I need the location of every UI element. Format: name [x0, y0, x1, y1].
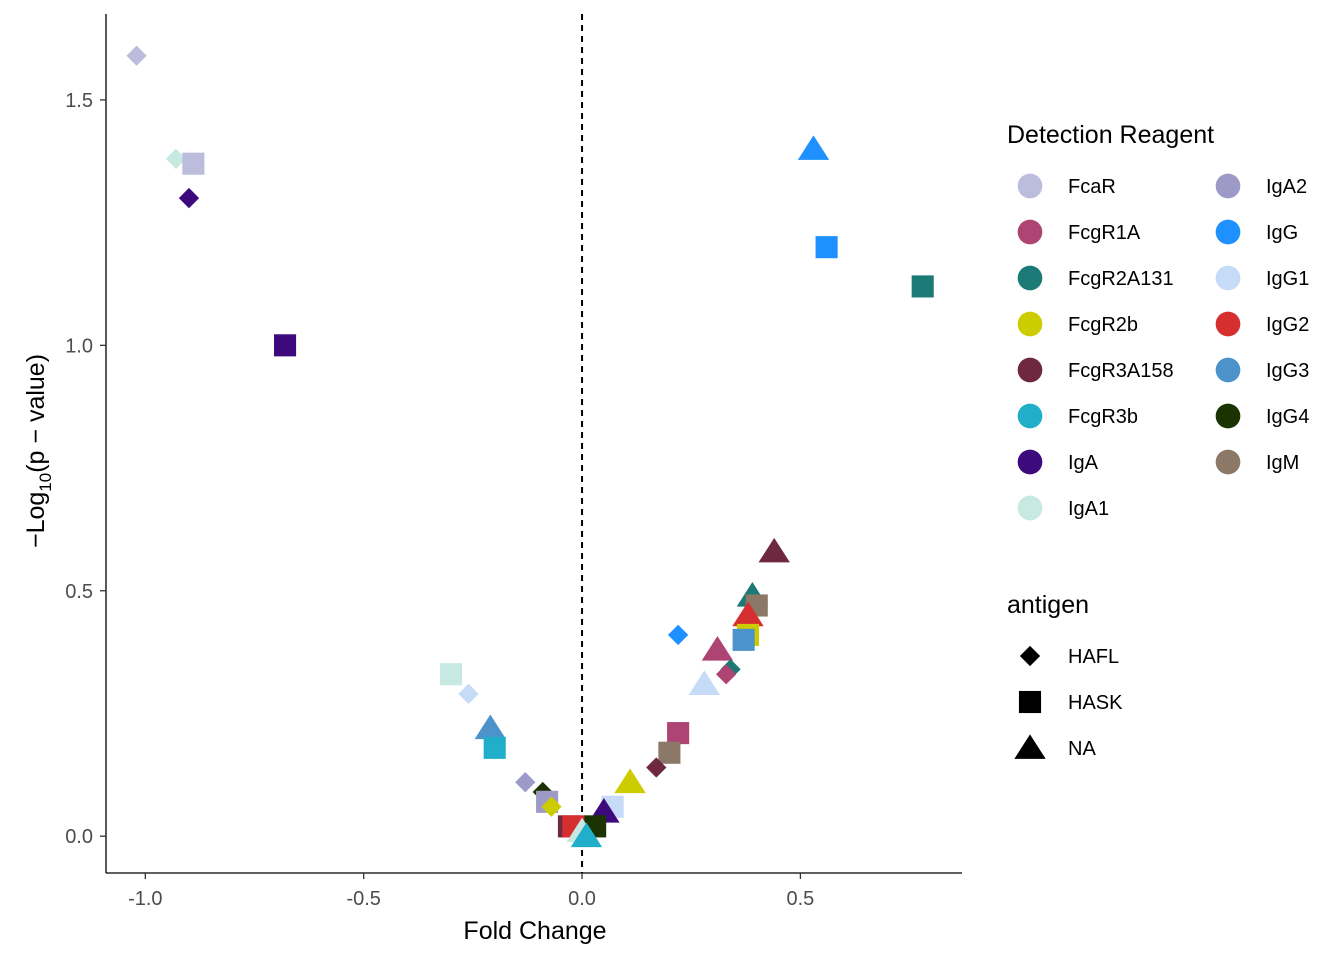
legend-key — [1017, 357, 1043, 383]
axes: -1.0 -0.5 0.0 0.5 0.00.51.01.5 Fold Change … — [22, 14, 962, 945]
legend-color-label: FcgR1A — [1068, 222, 1141, 244]
y-axis-title-rest: (p − value) — [22, 354, 50, 473]
legend-color-label: IgG1 — [1266, 268, 1309, 290]
data-point — [126, 45, 147, 66]
data-point — [646, 757, 667, 778]
legend-key — [1017, 311, 1043, 337]
data-point — [911, 275, 934, 298]
data-point — [658, 741, 681, 764]
data-point — [716, 664, 737, 685]
data-point — [758, 537, 790, 563]
y-ticks: 0.0 0.5 1.0 1.5 — [65, 90, 106, 848]
legend-key — [1017, 449, 1043, 475]
legend-color-label: FcgR2b — [1068, 314, 1138, 336]
legend-color-label: IgG3 — [1266, 360, 1309, 382]
legend-color-items: FcaR FcgR1A FcgR2A131 FcgR2b FcgR3A158 FcgR3b… — [1017, 173, 1309, 521]
legend-color-label: IgG2 — [1266, 314, 1309, 336]
data-point — [732, 628, 755, 651]
legend-detection-reagent: Detection Reagent FcaR FcgR1A FcgR2A131 Fcg… — [1007, 121, 1309, 521]
data-point — [797, 135, 830, 160]
legend-color-title: Detection Reagent — [1007, 121, 1214, 149]
legend-shape-items: HAFL HASK NA — [1014, 645, 1123, 760]
legend-key — [1215, 173, 1241, 199]
legend-shape-label: NA — [1068, 738, 1096, 760]
legend-color-label: FcgR2A131 — [1068, 268, 1174, 290]
legend-shape-title: antigen — [1007, 591, 1089, 619]
x-tick-label: -0.5 — [346, 888, 380, 910]
legend-shape-label: HAFL — [1068, 646, 1119, 668]
legend-color-label: IgM — [1266, 452, 1299, 474]
legend-color-label: IgA2 — [1266, 176, 1307, 198]
x-ticks: -1.0 -0.5 0.0 0.5 — [128, 873, 814, 910]
y-tick-label: 0.0 — [65, 826, 93, 848]
legend-color-label: IgG — [1266, 222, 1298, 244]
legend-color-label: IgA — [1068, 452, 1099, 474]
legend-key — [1017, 403, 1043, 429]
data-point — [570, 822, 603, 848]
x-tick-label: -1.0 — [128, 888, 162, 910]
data-point — [274, 334, 297, 357]
legend-key — [1017, 265, 1043, 291]
data-point — [815, 236, 838, 259]
data-point — [178, 187, 200, 209]
y-tick-label: 0.5 — [65, 581, 93, 603]
legend-shape-key — [1014, 734, 1046, 759]
legend-key — [1215, 265, 1241, 291]
data-point — [165, 148, 187, 169]
y-tick-label: 1.0 — [65, 335, 93, 357]
y-tick-label: 1.5 — [65, 90, 93, 112]
data-point — [458, 683, 479, 704]
legend-key — [1215, 357, 1241, 383]
data-point — [541, 796, 562, 817]
legend-shape-key — [1018, 690, 1042, 714]
legend-key — [1215, 403, 1241, 429]
legend-key — [1215, 311, 1241, 337]
x-tick-label: 0.5 — [787, 888, 815, 910]
data-point — [182, 152, 205, 175]
data-point — [474, 714, 507, 740]
legend-key — [1215, 449, 1241, 475]
legend-color-label: IgG4 — [1266, 406, 1309, 428]
x-axis-title: Fold Change — [463, 917, 606, 945]
data-point — [701, 636, 734, 661]
legend-color-label: FcgR3A158 — [1068, 360, 1174, 382]
x-tick-label: 0.0 — [568, 888, 596, 910]
legend-color-label: IgA1 — [1068, 498, 1109, 520]
legend-key — [1017, 219, 1043, 245]
legend-shape-key — [1019, 645, 1041, 667]
data-point — [483, 736, 506, 759]
legend-key — [1215, 219, 1241, 245]
legend-shape-label: HASK — [1068, 692, 1123, 714]
y-axis-title: −Log10(p − value) — [22, 354, 55, 548]
data-point — [688, 670, 721, 695]
data-point — [515, 772, 536, 793]
y-axis-title-subscript: 10 — [36, 473, 55, 492]
data-point — [732, 601, 764, 627]
legend-color-label: FcaR — [1068, 176, 1116, 198]
data-point — [614, 768, 646, 794]
legend-color-label: FcgR3b — [1068, 406, 1138, 428]
y-axis-title-log: −Log — [22, 492, 50, 548]
legend-key — [1017, 495, 1043, 521]
legend-key — [1017, 173, 1043, 199]
plot-area — [126, 14, 934, 873]
data-point — [667, 624, 689, 646]
legend-antigen: antigen HAFL HASK NA — [1007, 591, 1123, 760]
data-point — [439, 663, 463, 686]
data-point — [667, 722, 690, 745]
